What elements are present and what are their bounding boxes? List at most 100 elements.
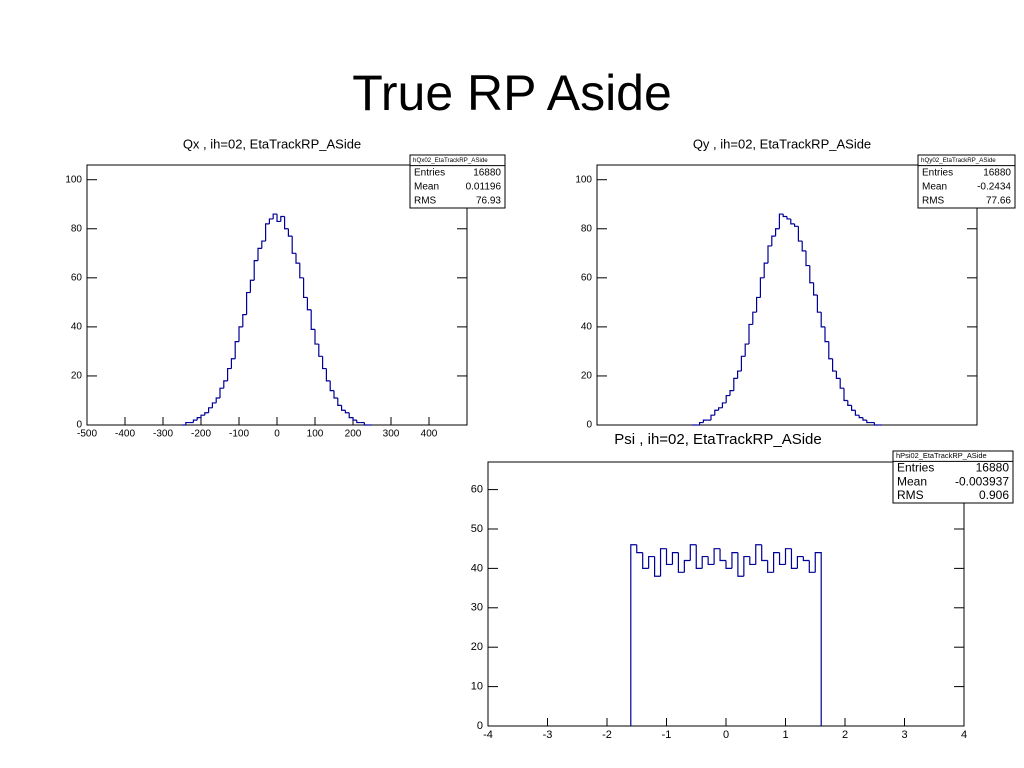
histogram-bin (828, 341, 833, 360)
histogram-bin (253, 260, 258, 281)
histogram-bin (721, 402, 727, 408)
histogram-bin (710, 414, 715, 421)
histogram-bin (654, 556, 661, 577)
histogram-bin (344, 410, 350, 414)
histogram-bin (784, 548, 792, 565)
y-tick-label: 50 (471, 523, 483, 535)
histogram-bin (740, 355, 746, 372)
histogram-bin (767, 245, 772, 264)
histogram-bin (755, 544, 762, 565)
histogram-bin (341, 405, 346, 411)
histogram-bin (249, 279, 255, 293)
histogram-bin (295, 253, 300, 264)
x-tick-label: 0 (723, 729, 729, 741)
histogram-bin (796, 555, 804, 569)
x-tick-label: 200 (345, 429, 362, 440)
histogram-bin (843, 388, 848, 402)
stats-value: 0.01196 (466, 181, 502, 192)
histogram-bin (322, 356, 327, 370)
histogram-bin (208, 407, 213, 413)
stats-value: 77.66 (986, 196, 1011, 207)
histogram-bin (257, 247, 262, 261)
histogram-bin (701, 555, 709, 569)
x-tick-label: 400 (421, 429, 438, 440)
histogram-bin (699, 421, 704, 425)
y-tick-label: 80 (581, 223, 593, 234)
histogram-bin (636, 544, 643, 554)
stats-value: -0.003937 (955, 474, 1009, 488)
histogram-bin (329, 380, 334, 392)
stats-label: RMS (414, 196, 437, 207)
histogram-bin (775, 228, 780, 237)
y-tick-label: 0 (586, 420, 592, 431)
chart-title: Qy , ih=02, EtaTrackRP_ASide (693, 136, 871, 151)
histogram-bin (733, 377, 738, 391)
stats-label: Mean (922, 181, 947, 192)
stats-box (917, 154, 1016, 209)
x-tick-label: -100 (229, 429, 249, 440)
histogram-bin (261, 240, 266, 249)
histogram-bin (748, 323, 753, 345)
histogram-bin (873, 422, 879, 426)
histogram-bin (695, 544, 703, 569)
histogram-bin (809, 265, 814, 284)
stats-value: 16880 (473, 167, 501, 178)
x-tick-label: -400 (115, 429, 135, 440)
histogram-bin (363, 422, 369, 426)
histogram-bin (200, 414, 205, 418)
histogram-bin (219, 387, 224, 399)
x-tick-label: -3 (543, 729, 553, 741)
x-tick-label: 2 (842, 729, 848, 741)
y-tick-label: 40 (71, 322, 83, 333)
histogram-bin (761, 544, 768, 562)
x-tick-label: 100 (307, 429, 324, 440)
histogram-bin (665, 548, 673, 566)
histogram-bin (234, 341, 239, 359)
histogram-bin (284, 216, 289, 230)
histogram-bin (839, 378, 844, 389)
stats-value: 76.93 (476, 196, 501, 207)
histogram-bin (223, 380, 228, 389)
plot-frame (596, 164, 978, 426)
histogram-bin (801, 241, 806, 252)
stats-value: 16880 (976, 461, 1010, 475)
histogram-bin (192, 419, 198, 423)
histogram-bin (847, 400, 852, 406)
histogram-bin (352, 417, 357, 421)
y-tick-label: 0 (477, 720, 483, 732)
histogram-bin (689, 544, 697, 561)
histogram-bin (683, 559, 691, 573)
histogram-bin (677, 552, 685, 573)
histogram-bin (797, 226, 803, 242)
stats-box (892, 450, 1014, 504)
histogram-bin (851, 405, 856, 411)
x-tick-label: -200 (191, 429, 211, 440)
histogram-bin (725, 560, 732, 569)
histogram-bin (325, 368, 331, 382)
histogram-bin (744, 343, 749, 357)
histogram-bin (268, 218, 274, 224)
histogram-bin (719, 548, 726, 562)
histogram-bin (238, 326, 243, 342)
histogram-bin (832, 358, 837, 372)
histogram-bin (185, 421, 190, 425)
x-tick-label: -500 (77, 429, 97, 440)
histogram-bin (211, 402, 217, 408)
histogram-bin (230, 358, 236, 369)
histogram-bin (242, 314, 247, 327)
histogram-bin (767, 560, 774, 573)
histogram-bin (196, 417, 201, 421)
histogram-bin (671, 552, 679, 565)
histogram-bin (291, 236, 296, 254)
histogram-bin (835, 371, 841, 379)
histogram-bin (814, 552, 822, 726)
histogram-bin (763, 262, 768, 278)
histogram-bin (737, 370, 742, 379)
slide-title: True RP Aside (352, 65, 672, 121)
y-tick-label: 40 (581, 322, 593, 333)
histogram-bin (713, 548, 721, 565)
histogram-bin (280, 215, 285, 222)
x-tick-label: 1 (782, 729, 788, 741)
x-tick-label: -300 (153, 429, 173, 440)
